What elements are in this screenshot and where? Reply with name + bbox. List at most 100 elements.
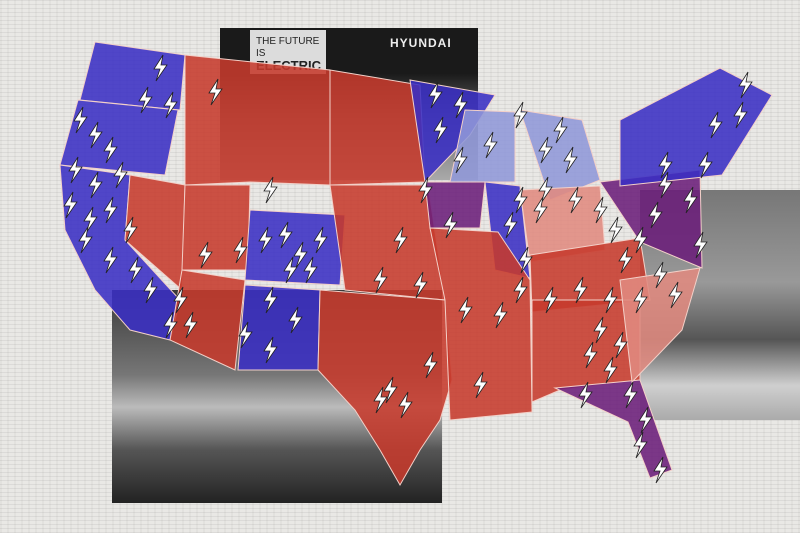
lightning-bolt-icon — [658, 151, 673, 179]
lightning-bolt-icon — [698, 151, 713, 179]
lightning-bolt-icon — [493, 301, 508, 329]
lightning-bolt-icon — [503, 211, 518, 239]
lightning-bolt-icon — [103, 136, 118, 164]
lightning-bolt-icon — [593, 196, 608, 224]
state-region-nm — [237, 284, 321, 371]
state-region-az — [169, 269, 246, 371]
lightning-bolt-icon — [443, 211, 458, 239]
lightning-bolt-icon — [683, 186, 698, 214]
lightning-bolt-icon — [608, 216, 623, 244]
lightning-bolt-icon — [63, 191, 78, 219]
lightning-bolt-icon — [238, 321, 253, 349]
state-region-ia — [424, 181, 486, 229]
lightning-bolt-icon — [428, 81, 443, 109]
state-region-co — [244, 209, 346, 286]
lightning-bolt-icon — [458, 296, 473, 324]
lightning-bolt-icon — [633, 286, 648, 314]
state-region-carolinas — [619, 267, 701, 384]
lightning-bolt-icon — [398, 391, 413, 419]
lightning-bolt-icon — [653, 456, 668, 484]
lightning-bolt-icon — [313, 226, 328, 254]
lightning-bolt-icon — [583, 341, 598, 369]
lightning-bolt-icon — [163, 91, 178, 119]
lightning-bolt-icon — [88, 171, 103, 199]
lightning-bolt-icon — [88, 121, 103, 149]
lightning-bolt-icon — [483, 131, 498, 159]
state-region-south-central — [429, 227, 533, 421]
lightning-bolt-icon — [623, 381, 638, 409]
lightning-bolt-icon — [163, 311, 178, 339]
state-region-wi — [449, 109, 516, 183]
lightning-bolt-icon — [123, 216, 138, 244]
state-region-northeast — [619, 67, 773, 187]
state-region-fl — [553, 379, 673, 479]
lightning-bolt-icon — [618, 246, 633, 274]
lightning-bolt-icon — [653, 261, 668, 289]
lightning-bolt-icon — [373, 266, 388, 294]
lightning-bolt-icon — [288, 306, 303, 334]
lightning-bolt-icon — [648, 201, 663, 229]
lightning-bolt-icon — [283, 256, 298, 284]
lightning-bolt-icon — [693, 231, 708, 259]
lightning-bolt-icon — [423, 351, 438, 379]
lightning-bolt-icon — [233, 236, 248, 264]
lightning-bolt-icon — [103, 196, 118, 224]
lightning-bolt-icon — [138, 86, 153, 114]
lightning-bolt-icon — [733, 101, 748, 129]
lightning-bolt-icon — [208, 78, 223, 106]
lightning-bolt-icon — [433, 116, 448, 144]
lightning-bolt-icon — [533, 196, 548, 224]
lightning-bolt-icon — [603, 286, 618, 314]
lightning-bolt-icon — [513, 276, 528, 304]
lightning-bolt-icon — [173, 286, 188, 314]
lightning-bolt-icon — [518, 246, 533, 274]
lightning-bolt-icon — [613, 331, 628, 359]
lightning-bolt-icon — [103, 246, 118, 274]
state-region-mountain — [184, 54, 331, 186]
lightning-bolt-icon — [383, 376, 398, 404]
lightning-bolt-icon — [413, 271, 428, 299]
lightning-bolt-icon — [633, 226, 648, 254]
state-region-wa — [79, 41, 186, 111]
lightning-bolt-icon — [633, 431, 648, 459]
state-region-tx — [317, 289, 453, 487]
lightning-bolt-icon — [553, 116, 568, 144]
lightning-bolt-icon — [153, 54, 168, 82]
lightning-bolt-icon — [183, 311, 198, 339]
lightning-bolt-icon — [513, 186, 528, 214]
lightning-bolt-icon — [303, 256, 318, 284]
lightning-bolt-icon — [563, 146, 578, 174]
lightning-bolt-icon — [128, 256, 143, 284]
lightning-bolt-icon — [603, 356, 618, 384]
lightning-bolt-icon — [568, 186, 583, 214]
lightning-bolt-icon — [418, 176, 433, 204]
lightning-bolt-icon — [473, 371, 488, 399]
lightning-bolt-icon — [278, 221, 293, 249]
lightning-bolt-icon — [538, 136, 553, 164]
sign-text: THE FUTURE IS — [256, 36, 320, 59]
lightning-bolt-icon — [738, 71, 753, 99]
state-region-or — [59, 99, 179, 176]
lightning-bolt-icon — [198, 241, 213, 269]
lightning-bolt-icon — [668, 281, 683, 309]
lightning-bolt-icon — [263, 286, 278, 314]
lightning-bolt-icon — [708, 111, 723, 139]
lightning-bolt-icon — [68, 156, 83, 184]
lightning-bolt-icon — [73, 106, 88, 134]
lightning-bolt-icon — [373, 386, 388, 414]
lightning-bolt-icon — [453, 146, 468, 174]
lightning-bolt-icon — [263, 176, 278, 204]
lightning-bolt-icon — [453, 91, 468, 119]
lightning-bolt-icon — [393, 226, 408, 254]
lightning-bolt-icon — [263, 336, 278, 364]
lightning-bolt-icon — [593, 316, 608, 344]
lightning-bolt-icon — [513, 101, 528, 129]
lightning-bolt-icon — [143, 276, 158, 304]
hyundai-logo: HYUNDAI — [390, 36, 452, 50]
lightning-bolt-icon — [113, 161, 128, 189]
lightning-bolt-icon — [78, 226, 93, 254]
lightning-bolt-icon — [258, 226, 273, 254]
lightning-bolt-icon — [638, 406, 653, 434]
lightning-bolt-icon — [658, 171, 673, 199]
